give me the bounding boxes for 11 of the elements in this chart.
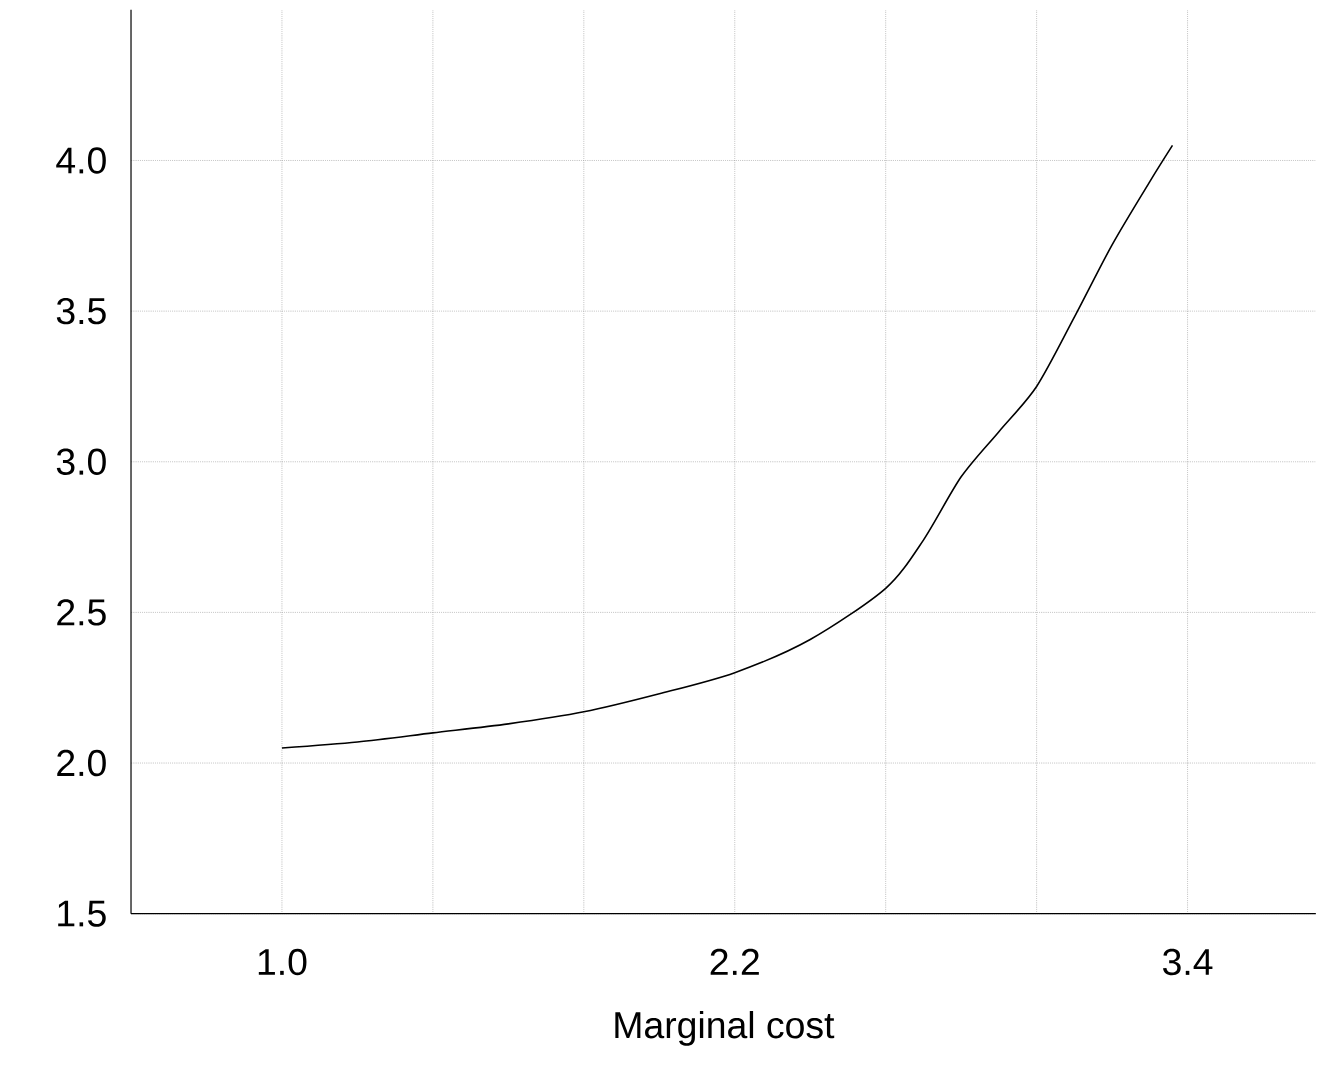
y-tick-label: 2.5 bbox=[57, 599, 106, 626]
y-tick-label: 4.0 bbox=[56, 147, 106, 174]
y-tick-label: 3.5 bbox=[56, 297, 106, 325]
line-series bbox=[281, 144, 1174, 749]
y-tick-label: 1.5 bbox=[58, 900, 106, 927]
x-axis-title: Marginal cost bbox=[615, 1010, 835, 1046]
x-tick-label: 3.4 bbox=[1163, 948, 1213, 976]
y-tick-label: 2.0 bbox=[57, 749, 106, 777]
x-tick-label: 1.0 bbox=[258, 948, 307, 976]
y-tick-label: 3.0 bbox=[56, 448, 106, 475]
x-tick-label: 2.2 bbox=[710, 948, 759, 975]
